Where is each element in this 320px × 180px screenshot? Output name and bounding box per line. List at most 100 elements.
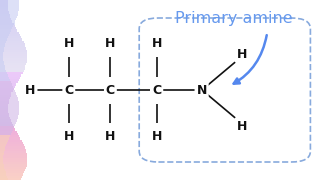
Polygon shape <box>0 11 18 14</box>
Text: H: H <box>236 48 247 60</box>
Polygon shape <box>0 22 14 25</box>
Polygon shape <box>0 108 8 110</box>
Polygon shape <box>0 117 18 119</box>
Polygon shape <box>0 153 4 155</box>
Polygon shape <box>0 54 3 56</box>
Polygon shape <box>0 86 15 88</box>
Polygon shape <box>0 25 13 27</box>
Polygon shape <box>0 122 16 124</box>
Polygon shape <box>0 119 17 122</box>
Polygon shape <box>0 144 24 146</box>
Polygon shape <box>0 115 18 117</box>
Polygon shape <box>0 79 19 81</box>
Polygon shape <box>0 38 7 40</box>
Polygon shape <box>0 70 6 72</box>
Polygon shape <box>0 94 17 97</box>
Polygon shape <box>0 76 20 79</box>
Polygon shape <box>0 135 10 137</box>
Polygon shape <box>0 40 24 43</box>
Polygon shape <box>0 68 25 70</box>
Polygon shape <box>0 2 19 4</box>
Polygon shape <box>0 126 14 128</box>
Polygon shape <box>0 135 19 137</box>
Polygon shape <box>0 81 18 83</box>
Text: H: H <box>105 130 116 143</box>
Polygon shape <box>0 31 10 34</box>
Polygon shape <box>0 29 18 31</box>
Polygon shape <box>0 45 5 47</box>
Polygon shape <box>0 148 26 151</box>
Polygon shape <box>0 63 26 65</box>
Polygon shape <box>0 52 27 54</box>
Polygon shape <box>0 79 10 81</box>
Polygon shape <box>0 178 21 180</box>
Polygon shape <box>0 140 22 142</box>
Polygon shape <box>0 70 24 72</box>
Polygon shape <box>0 86 13 88</box>
Polygon shape <box>0 151 4 153</box>
Polygon shape <box>0 27 12 29</box>
Polygon shape <box>0 92 16 94</box>
Polygon shape <box>0 4 19 7</box>
Polygon shape <box>0 115 9 117</box>
Polygon shape <box>0 43 5 45</box>
Polygon shape <box>0 169 5 171</box>
Polygon shape <box>0 164 27 166</box>
Polygon shape <box>0 90 12 92</box>
Text: Primary amine: Primary amine <box>175 10 292 26</box>
Polygon shape <box>0 90 15 92</box>
Polygon shape <box>0 2 8 4</box>
Polygon shape <box>0 166 4 169</box>
Polygon shape <box>0 88 14 90</box>
Polygon shape <box>0 7 19 9</box>
Polygon shape <box>0 106 8 108</box>
Polygon shape <box>0 65 5 68</box>
Polygon shape <box>0 72 7 74</box>
Polygon shape <box>0 126 14 128</box>
Polygon shape <box>0 58 27 61</box>
Polygon shape <box>0 20 12 22</box>
Polygon shape <box>0 31 19 34</box>
Polygon shape <box>0 36 21 38</box>
Text: C: C <box>64 84 73 96</box>
Polygon shape <box>0 27 16 29</box>
Polygon shape <box>0 158 27 160</box>
Polygon shape <box>0 162 27 164</box>
Polygon shape <box>0 52 4 54</box>
Polygon shape <box>0 119 11 122</box>
Polygon shape <box>0 9 19 11</box>
Polygon shape <box>0 76 9 79</box>
Polygon shape <box>0 16 17 18</box>
Polygon shape <box>0 128 15 130</box>
Polygon shape <box>0 18 16 20</box>
Polygon shape <box>0 146 25 148</box>
Polygon shape <box>0 74 21 76</box>
Polygon shape <box>0 29 11 31</box>
Polygon shape <box>0 160 27 162</box>
Polygon shape <box>0 117 10 119</box>
Polygon shape <box>0 99 18 101</box>
Polygon shape <box>0 45 25 47</box>
Polygon shape <box>0 61 27 63</box>
Polygon shape <box>0 144 6 146</box>
Polygon shape <box>0 81 11 83</box>
Polygon shape <box>0 110 19 112</box>
Polygon shape <box>0 47 26 50</box>
Polygon shape <box>0 176 22 178</box>
Text: H: H <box>152 37 162 50</box>
Polygon shape <box>0 106 19 108</box>
Polygon shape <box>0 83 12 86</box>
Polygon shape <box>0 47 4 50</box>
Polygon shape <box>0 43 25 45</box>
Polygon shape <box>0 137 20 140</box>
Polygon shape <box>0 151 26 153</box>
Polygon shape <box>0 173 23 176</box>
Polygon shape <box>0 92 12 94</box>
Polygon shape <box>0 56 27 58</box>
Polygon shape <box>0 4 8 7</box>
Polygon shape <box>0 63 4 65</box>
Polygon shape <box>0 74 8 76</box>
Polygon shape <box>0 18 12 20</box>
Polygon shape <box>0 103 19 106</box>
Polygon shape <box>0 40 6 43</box>
